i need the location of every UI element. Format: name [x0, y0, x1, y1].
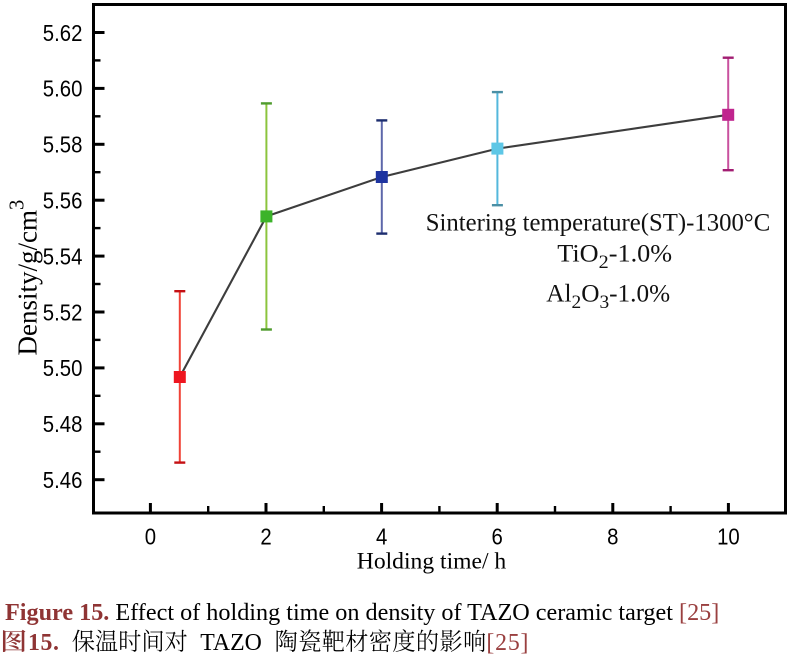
svg-text:Figure 15. Effect of holding t: Figure 15. Effect of holding time on den…: [5, 599, 719, 626]
svg-text:5.48: 5.48: [43, 411, 83, 438]
svg-text:5.62: 5.62: [43, 19, 83, 46]
svg-text:TAZO: TAZO: [200, 630, 262, 656]
svg-text:Sintering temperature(ST)-1300: Sintering temperature(ST)-1300°C: [426, 209, 770, 236]
svg-text:[25]: [25]: [486, 630, 529, 656]
svg-text:5.54: 5.54: [43, 243, 83, 270]
svg-text:8: 8: [607, 523, 618, 550]
svg-text:5.52: 5.52: [43, 299, 83, 326]
svg-text:Holding time/ h: Holding time/ h: [357, 548, 507, 574]
svg-text:0: 0: [145, 523, 156, 550]
svg-text:5.60: 5.60: [43, 75, 83, 102]
svg-text:TiO2-1.0%: TiO2-1.0%: [557, 239, 672, 273]
svg-text:5.56: 5.56: [43, 187, 83, 214]
svg-text:2: 2: [260, 523, 271, 550]
svg-text:Density/g/cm3: Density/g/cm3: [7, 200, 43, 356]
svg-text:5.46: 5.46: [43, 467, 83, 494]
svg-text:5.50: 5.50: [43, 355, 83, 382]
svg-text:6: 6: [492, 523, 503, 550]
svg-text:15.: 15.: [28, 630, 60, 656]
svg-text:10: 10: [717, 523, 740, 550]
svg-text:5.58: 5.58: [43, 131, 83, 158]
svg-text:4: 4: [376, 523, 387, 550]
